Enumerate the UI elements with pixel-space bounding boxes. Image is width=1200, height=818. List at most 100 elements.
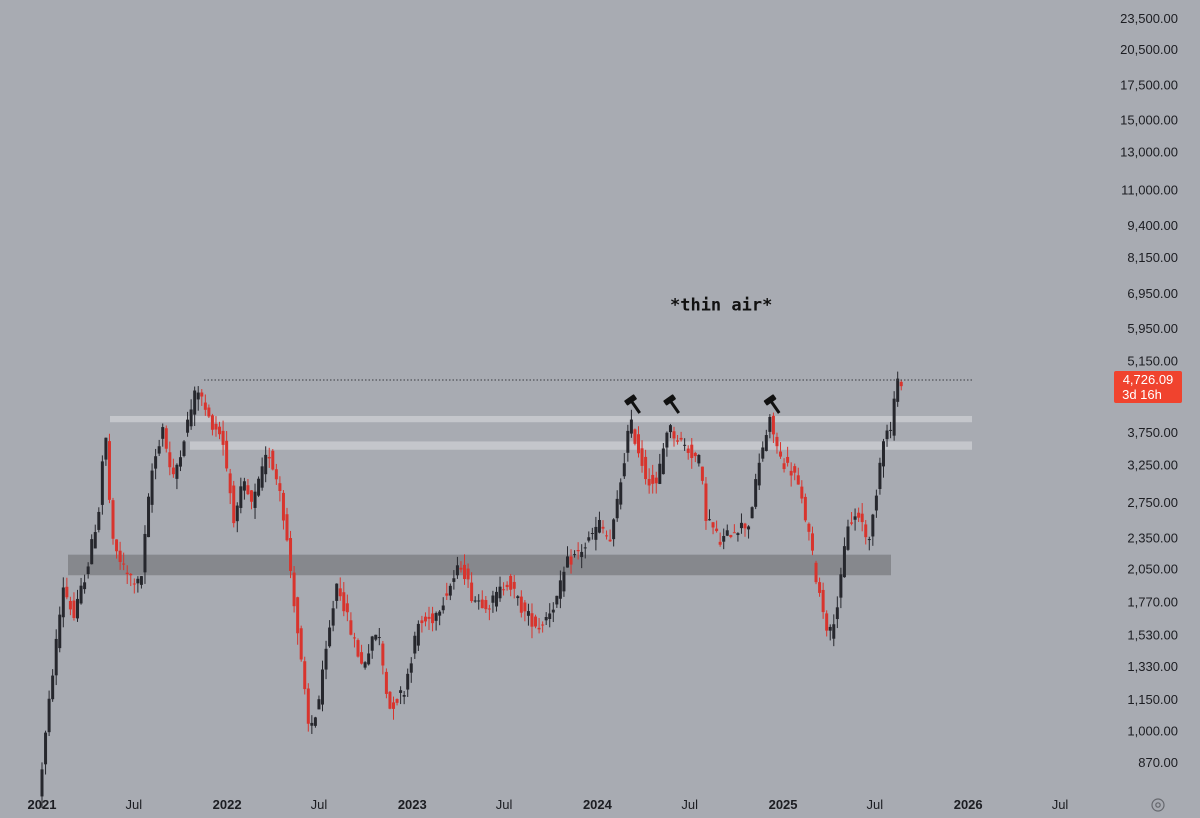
candle	[473, 596, 477, 603]
candle	[761, 441, 765, 462]
candle	[93, 524, 97, 549]
x-tick-label: Jul	[1052, 797, 1069, 812]
candle	[455, 556, 459, 579]
candle	[61, 577, 65, 628]
hammer-icon	[624, 394, 641, 414]
candle	[782, 458, 786, 473]
candle	[139, 576, 143, 589]
candle	[700, 466, 704, 485]
candle	[519, 590, 523, 618]
candle	[466, 563, 470, 588]
x-tick-label: Jul	[311, 797, 328, 812]
candle	[633, 428, 637, 446]
x-tick-label: 2026	[954, 797, 983, 812]
settings-icon[interactable]	[1151, 798, 1165, 812]
candle	[384, 668, 388, 699]
candle	[232, 480, 236, 528]
candle	[523, 600, 527, 622]
candle	[896, 371, 900, 407]
candle	[487, 604, 491, 621]
candle	[530, 603, 534, 639]
candle	[111, 497, 115, 545]
candle	[65, 577, 69, 600]
candle	[54, 629, 58, 686]
candle	[864, 520, 868, 545]
zone-band	[190, 441, 972, 450]
candle	[892, 391, 896, 441]
candle	[796, 467, 800, 485]
candle	[392, 696, 396, 720]
candle	[889, 421, 893, 439]
y-tick-label: 5,950.00	[1127, 321, 1178, 336]
y-tick-label: 2,050.00	[1127, 562, 1178, 577]
y-tick-label: 1,770.00	[1127, 595, 1178, 610]
y-axis[interactable]: 23,500.00 20,500.00 17,500.00 15,000.00 13,0…	[1120, 11, 1178, 770]
candle	[491, 590, 495, 613]
candle	[590, 527, 594, 540]
candle	[68, 596, 72, 616]
candle	[541, 621, 545, 633]
candle	[686, 445, 690, 460]
hammer-icon	[763, 394, 781, 414]
candle	[463, 554, 467, 585]
candle	[310, 715, 314, 734]
candle	[171, 458, 175, 478]
zone-band	[68, 554, 891, 576]
y-tick-label: 3,250.00	[1127, 458, 1178, 473]
candle	[161, 423, 165, 447]
candle	[267, 447, 271, 468]
y-tick-label: 9,400.00	[1127, 218, 1178, 233]
x-axis[interactable]: 2021 Jul 2022 Jul 2023 Jul 2024 Jul 2025 Jul 2026 J…	[28, 797, 1069, 812]
candle	[718, 532, 722, 547]
y-tick-label: 11,000.00	[1121, 182, 1178, 197]
candle	[594, 516, 598, 551]
candle	[775, 432, 779, 454]
candle	[246, 479, 250, 496]
candle	[381, 640, 385, 675]
candle	[658, 453, 662, 485]
candle	[651, 464, 655, 494]
candle	[90, 534, 94, 565]
candle	[420, 615, 424, 633]
candle	[402, 691, 406, 705]
candle	[328, 620, 332, 648]
candle	[679, 431, 683, 442]
candle	[374, 634, 378, 642]
x-tick-label: 2025	[769, 797, 798, 812]
candle	[132, 578, 136, 594]
candle	[779, 442, 783, 459]
candle	[835, 596, 839, 629]
candle	[580, 544, 584, 569]
candle	[747, 525, 751, 539]
candle	[218, 421, 222, 440]
candle	[828, 624, 832, 641]
y-tick-label: 870.00	[1138, 755, 1178, 770]
candle	[97, 507, 101, 533]
candle	[743, 522, 747, 537]
candle	[44, 730, 48, 775]
candle	[807, 522, 811, 541]
candle	[377, 627, 381, 646]
candle	[434, 611, 438, 631]
candle	[299, 625, 303, 662]
candle	[352, 632, 356, 648]
y-tick-label: 1,000.00	[1127, 724, 1178, 739]
candle	[654, 471, 658, 494]
candle	[189, 399, 193, 430]
candle	[551, 602, 555, 623]
candle	[725, 524, 729, 537]
candle	[842, 537, 846, 578]
candle	[509, 573, 513, 597]
candle	[363, 661, 367, 670]
candle	[690, 438, 694, 469]
candle	[644, 449, 648, 485]
candle	[470, 572, 474, 603]
candle	[534, 614, 538, 629]
candle	[228, 468, 232, 505]
y-tick-label: 15,000.00	[1120, 112, 1178, 127]
x-tick-label: 2023	[398, 797, 427, 812]
x-tick-label: 2022	[213, 797, 242, 812]
candle	[445, 582, 449, 601]
candle	[619, 478, 623, 510]
